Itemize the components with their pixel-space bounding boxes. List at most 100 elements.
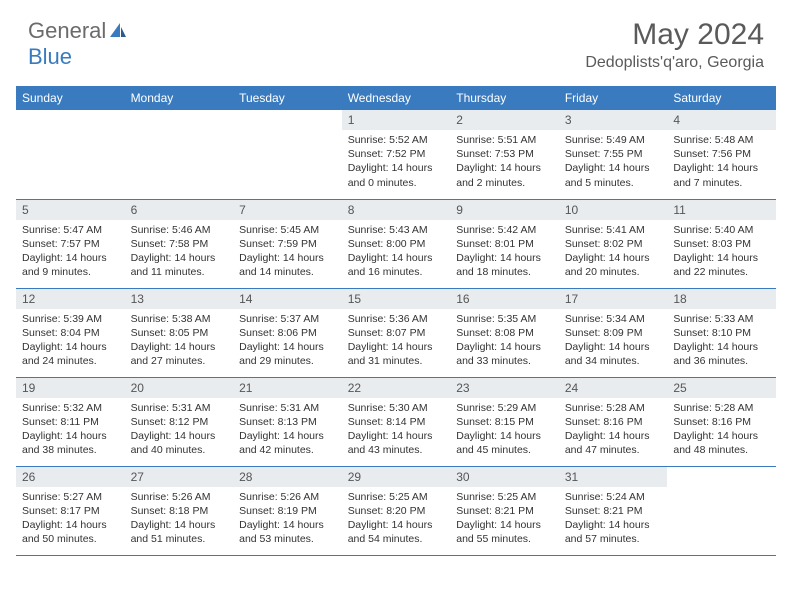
daylight-line: Daylight: 14 hours and 54 minutes. [348, 518, 445, 546]
daylight-line: Daylight: 14 hours and 51 minutes. [131, 518, 228, 546]
calendar-cell: 5Sunrise: 5:47 AMSunset: 7:57 PMDaylight… [16, 199, 125, 288]
calendar-table: Sunday Monday Tuesday Wednesday Thursday… [16, 86, 776, 556]
calendar-cell: 6Sunrise: 5:46 AMSunset: 7:58 PMDaylight… [125, 199, 234, 288]
location-subtitle: Dedoplists'q'aro, Georgia [585, 54, 764, 72]
sunrise-line: Sunrise: 5:34 AM [565, 312, 662, 326]
day-details: Sunrise: 5:39 AMSunset: 8:04 PMDaylight:… [16, 309, 125, 373]
daylight-line: Daylight: 14 hours and 34 minutes. [565, 340, 662, 368]
weekday-header: Sunday [16, 86, 125, 110]
day-number: 29 [342, 467, 451, 487]
day-number: 22 [342, 378, 451, 398]
calendar-cell: 1Sunrise: 5:52 AMSunset: 7:52 PMDaylight… [342, 110, 451, 199]
daylight-line: Daylight: 14 hours and 2 minutes. [456, 161, 553, 189]
daylight-line: Daylight: 14 hours and 43 minutes. [348, 429, 445, 457]
calendar-cell: 15Sunrise: 5:36 AMSunset: 8:07 PMDayligh… [342, 288, 451, 377]
daylight-line: Daylight: 14 hours and 14 minutes. [239, 251, 336, 279]
sunset-line: Sunset: 7:53 PM [456, 147, 553, 161]
calendar-cell: 23Sunrise: 5:29 AMSunset: 8:15 PMDayligh… [450, 377, 559, 466]
sunset-line: Sunset: 8:21 PM [565, 504, 662, 518]
calendar-cell: 24Sunrise: 5:28 AMSunset: 8:16 PMDayligh… [559, 377, 668, 466]
title-block: May 2024 Dedoplists'q'aro, Georgia [585, 18, 764, 72]
day-details [16, 116, 125, 123]
daylight-line: Daylight: 14 hours and 55 minutes. [456, 518, 553, 546]
daylight-line: Daylight: 14 hours and 42 minutes. [239, 429, 336, 457]
logo-sail-icon [108, 21, 128, 41]
sunrise-line: Sunrise: 5:43 AM [348, 223, 445, 237]
daylight-line: Daylight: 14 hours and 45 minutes. [456, 429, 553, 457]
sunset-line: Sunset: 8:16 PM [565, 415, 662, 429]
daylight-line: Daylight: 14 hours and 18 minutes. [456, 251, 553, 279]
day-number: 26 [16, 467, 125, 487]
sunset-line: Sunset: 8:17 PM [22, 504, 119, 518]
day-details: Sunrise: 5:24 AMSunset: 8:21 PMDaylight:… [559, 487, 668, 551]
calendar-cell: 8Sunrise: 5:43 AMSunset: 8:00 PMDaylight… [342, 199, 451, 288]
sunset-line: Sunset: 7:57 PM [22, 237, 119, 251]
daylight-line: Daylight: 14 hours and 11 minutes. [131, 251, 228, 279]
sunset-line: Sunset: 8:06 PM [239, 326, 336, 340]
day-number: 16 [450, 289, 559, 309]
day-number: 19 [16, 378, 125, 398]
sunrise-line: Sunrise: 5:28 AM [673, 401, 770, 415]
sunrise-line: Sunrise: 5:48 AM [673, 133, 770, 147]
sunrise-line: Sunrise: 5:49 AM [565, 133, 662, 147]
day-details: Sunrise: 5:30 AMSunset: 8:14 PMDaylight:… [342, 398, 451, 462]
day-number: 10 [559, 200, 668, 220]
sunset-line: Sunset: 7:56 PM [673, 147, 770, 161]
sunrise-line: Sunrise: 5:41 AM [565, 223, 662, 237]
day-number: 5 [16, 200, 125, 220]
day-details: Sunrise: 5:46 AMSunset: 7:58 PMDaylight:… [125, 220, 234, 284]
sunrise-line: Sunrise: 5:45 AM [239, 223, 336, 237]
daylight-line: Daylight: 14 hours and 0 minutes. [348, 161, 445, 189]
calendar-cell: 13Sunrise: 5:38 AMSunset: 8:05 PMDayligh… [125, 288, 234, 377]
sunset-line: Sunset: 8:01 PM [456, 237, 553, 251]
sunrise-line: Sunrise: 5:27 AM [22, 490, 119, 504]
sunrise-line: Sunrise: 5:31 AM [131, 401, 228, 415]
daylight-line: Daylight: 14 hours and 38 minutes. [22, 429, 119, 457]
day-details: Sunrise: 5:36 AMSunset: 8:07 PMDaylight:… [342, 309, 451, 373]
day-number: 11 [667, 200, 776, 220]
day-details: Sunrise: 5:31 AMSunset: 8:13 PMDaylight:… [233, 398, 342, 462]
daylight-line: Daylight: 14 hours and 53 minutes. [239, 518, 336, 546]
calendar-cell [125, 110, 234, 199]
sunset-line: Sunset: 8:00 PM [348, 237, 445, 251]
calendar-cell: 3Sunrise: 5:49 AMSunset: 7:55 PMDaylight… [559, 110, 668, 199]
calendar-cell: 10Sunrise: 5:41 AMSunset: 8:02 PMDayligh… [559, 199, 668, 288]
sunrise-line: Sunrise: 5:25 AM [456, 490, 553, 504]
day-details: Sunrise: 5:51 AMSunset: 7:53 PMDaylight:… [450, 130, 559, 194]
sunset-line: Sunset: 8:16 PM [673, 415, 770, 429]
day-number: 1 [342, 110, 451, 130]
calendar-cell: 18Sunrise: 5:33 AMSunset: 8:10 PMDayligh… [667, 288, 776, 377]
sunset-line: Sunset: 8:11 PM [22, 415, 119, 429]
daylight-line: Daylight: 14 hours and 7 minutes. [673, 161, 770, 189]
calendar-cell: 22Sunrise: 5:30 AMSunset: 8:14 PMDayligh… [342, 377, 451, 466]
calendar-cell: 2Sunrise: 5:51 AMSunset: 7:53 PMDaylight… [450, 110, 559, 199]
day-number: 12 [16, 289, 125, 309]
sunset-line: Sunset: 8:21 PM [456, 504, 553, 518]
day-details: Sunrise: 5:45 AMSunset: 7:59 PMDaylight:… [233, 220, 342, 284]
sunrise-line: Sunrise: 5:25 AM [348, 490, 445, 504]
sunset-line: Sunset: 8:05 PM [131, 326, 228, 340]
day-details: Sunrise: 5:33 AMSunset: 8:10 PMDaylight:… [667, 309, 776, 373]
sunset-line: Sunset: 7:55 PM [565, 147, 662, 161]
day-number: 28 [233, 467, 342, 487]
calendar-body: 1Sunrise: 5:52 AMSunset: 7:52 PMDaylight… [16, 110, 776, 555]
calendar-row: 19Sunrise: 5:32 AMSunset: 8:11 PMDayligh… [16, 377, 776, 466]
daylight-line: Daylight: 14 hours and 24 minutes. [22, 340, 119, 368]
calendar-cell: 28Sunrise: 5:26 AMSunset: 8:19 PMDayligh… [233, 466, 342, 555]
daylight-line: Daylight: 14 hours and 9 minutes. [22, 251, 119, 279]
daylight-line: Daylight: 14 hours and 20 minutes. [565, 251, 662, 279]
day-number: 4 [667, 110, 776, 130]
calendar-cell [233, 110, 342, 199]
sunrise-line: Sunrise: 5:31 AM [239, 401, 336, 415]
sunset-line: Sunset: 8:20 PM [348, 504, 445, 518]
day-details: Sunrise: 5:41 AMSunset: 8:02 PMDaylight:… [559, 220, 668, 284]
sunrise-line: Sunrise: 5:40 AM [673, 223, 770, 237]
sunrise-line: Sunrise: 5:52 AM [348, 133, 445, 147]
calendar-cell: 17Sunrise: 5:34 AMSunset: 8:09 PMDayligh… [559, 288, 668, 377]
calendar-row: 1Sunrise: 5:52 AMSunset: 7:52 PMDaylight… [16, 110, 776, 199]
day-number: 23 [450, 378, 559, 398]
weekday-header: Tuesday [233, 86, 342, 110]
daylight-line: Daylight: 14 hours and 40 minutes. [131, 429, 228, 457]
daylight-line: Daylight: 14 hours and 16 minutes. [348, 251, 445, 279]
calendar-cell: 14Sunrise: 5:37 AMSunset: 8:06 PMDayligh… [233, 288, 342, 377]
